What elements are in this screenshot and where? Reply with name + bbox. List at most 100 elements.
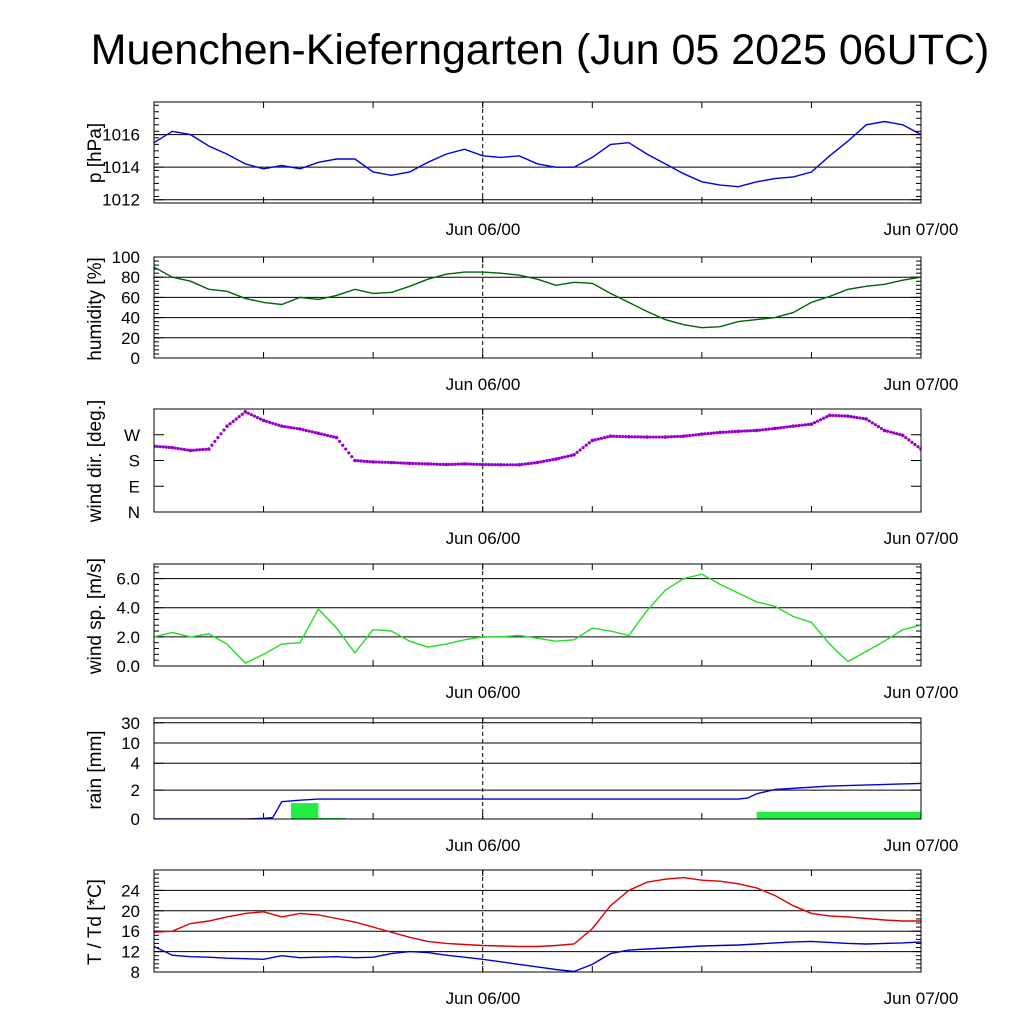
wind-direction-point	[459, 462, 464, 466]
rain-bar	[290, 803, 319, 819]
y-tick-label: 30	[121, 714, 140, 733]
wind-direction-point	[432, 462, 436, 466]
x-tick-label: Jun 07/00	[884, 220, 959, 239]
wind-direction-point	[657, 435, 661, 439]
wind-direction-point	[371, 460, 375, 464]
wind-direction-point	[222, 428, 226, 432]
wind-direction-point	[551, 458, 555, 462]
wind-direction-point	[164, 445, 168, 449]
wind-direction-point	[694, 433, 698, 437]
wind-direction-point	[806, 422, 810, 427]
wind-direction-point	[252, 414, 257, 418]
wind-direction-point	[575, 450, 579, 454]
wind-direction-point	[675, 434, 680, 439]
y-tick-label: 20	[121, 902, 140, 921]
wind-direction-point	[767, 427, 771, 431]
wind-direction-point	[389, 460, 394, 465]
x-tick-label: Jun 06/00	[446, 989, 521, 1008]
y-tick-label: 24	[121, 881, 140, 900]
panel-1: 1012 1014 1016 Jun 06/00 Jun 07/00 p [hPa]	[85, 101, 959, 239]
wind-direction-point	[216, 436, 220, 440]
y-tick-label: 4	[131, 754, 140, 773]
chart-title: Muenchen-Kieferngarten (Jun 05 2025 06UT…	[90, 26, 990, 74]
wind-direction-point	[852, 415, 856, 419]
wind-direction-point	[688, 433, 692, 438]
wind-direction-point	[855, 415, 859, 420]
wind-direction-point	[812, 421, 817, 425]
wind-direction-point	[167, 445, 171, 449]
wind-direction-point	[882, 428, 887, 433]
y-tick-label: S	[129, 452, 140, 471]
wind-direction-point	[630, 435, 634, 439]
x-tick-label: Jun 06/00	[446, 529, 521, 548]
wind-direction-point	[417, 462, 421, 466]
wind-direction-point	[666, 435, 670, 439]
wind-direction-point	[206, 447, 211, 451]
wind-direction-point	[286, 425, 290, 429]
wind-direction-point	[526, 462, 530, 466]
wind-direction-point	[605, 435, 610, 439]
wind-direction-point	[578, 448, 582, 452]
series-td-line	[154, 940, 921, 972]
wind-direction-point	[453, 462, 457, 466]
wind-direction-point	[280, 424, 284, 428]
wind-direction-point	[234, 417, 238, 421]
wind-direction-point	[685, 434, 689, 438]
wind-direction-point	[401, 461, 406, 465]
y-tick-label: 2.0	[116, 628, 140, 647]
wind-direction-point	[219, 432, 223, 436]
wind-direction-point	[876, 425, 880, 429]
wind-direction-point	[593, 438, 597, 442]
wind-direction-point	[319, 432, 324, 436]
wind-direction-point	[261, 418, 266, 423]
wind-direction-point	[179, 447, 183, 451]
wind-direction-point	[298, 427, 302, 431]
wind-direction-point	[480, 462, 485, 467]
wind-direction-point	[651, 435, 655, 439]
wind-direction-point	[910, 440, 914, 444]
wind-direction-point	[444, 462, 448, 467]
wind-direction-point	[892, 431, 896, 435]
wind-direction-point	[898, 432, 902, 437]
wind-direction-point	[350, 455, 354, 459]
wind-direction-point	[770, 427, 774, 431]
wind-direction-point	[182, 447, 187, 452]
wind-direction-point	[316, 431, 321, 436]
wind-direction-point	[703, 432, 707, 436]
x-tick-label: Jun 06/00	[446, 683, 521, 702]
wind-direction-point	[758, 428, 762, 432]
wind-direction-point	[870, 421, 874, 425]
wind-direction-point	[739, 429, 744, 433]
y-tick-label: E	[129, 477, 140, 496]
wind-direction-point	[797, 423, 801, 428]
wind-direction-point	[532, 461, 537, 465]
wind-direction-point	[505, 463, 509, 467]
wind-direction-point	[849, 415, 853, 419]
wind-direction-point	[818, 418, 823, 422]
rain-bar	[756, 811, 921, 819]
wind-direction-point	[596, 437, 600, 441]
wind-direction-point	[621, 434, 625, 439]
wind-direction-point	[587, 441, 591, 445]
wind-direction-point	[240, 412, 244, 416]
wind-direction-point	[429, 462, 433, 466]
wind-direction-point	[304, 428, 308, 433]
wind-direction-point	[782, 425, 786, 429]
wind-direction-point	[307, 429, 311, 433]
wind-direction-point	[499, 462, 503, 467]
wind-direction-point	[697, 432, 701, 437]
wind-direction-point	[654, 435, 658, 439]
wind-direction-point	[258, 417, 263, 421]
wind-direction-point	[660, 435, 664, 439]
wind-direction-point	[520, 462, 524, 467]
wind-direction-point	[514, 463, 518, 467]
wind-direction-point	[441, 462, 445, 467]
y-axis-label: T / Td [*C]	[85, 879, 106, 965]
wind-direction-point	[411, 461, 415, 466]
wind-direction-point	[709, 431, 713, 435]
wind-direction-point	[611, 434, 616, 438]
wind-direction-point	[158, 445, 162, 449]
wind-direction-point	[471, 462, 476, 466]
wind-direction-point	[228, 422, 232, 426]
